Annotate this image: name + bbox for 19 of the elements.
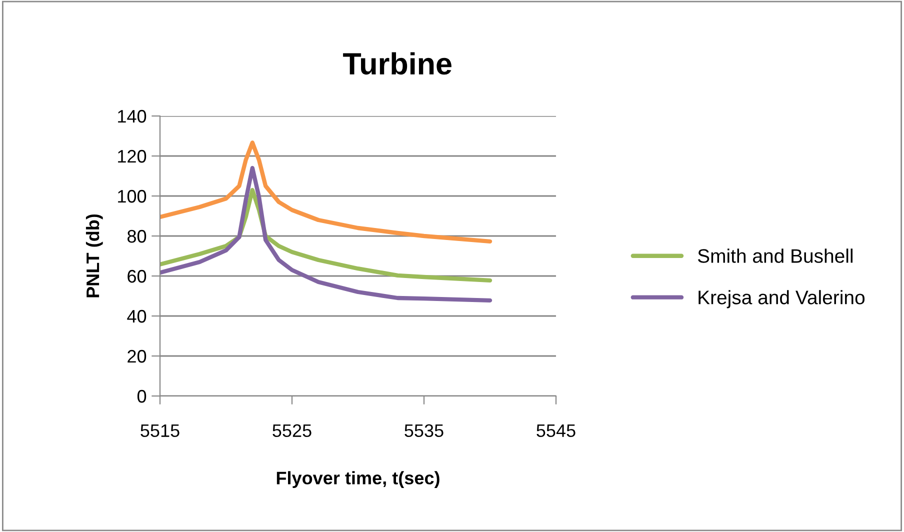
y-tick-label: 120: [118, 150, 146, 163]
y-tick-label: 40: [127, 310, 146, 323]
line-series: [160, 166, 492, 302]
y-tick-label: 60: [128, 270, 146, 283]
legend-label: Smith and Bushell: [698, 248, 852, 263]
y-tick-label: 0: [137, 390, 146, 403]
x-tick-label: 5545: [536, 424, 576, 438]
y-tick-label: 80: [128, 230, 146, 243]
x-axis-title: Flyover time, t(sec): [276, 471, 440, 488]
x-tick-label: 5535: [404, 424, 444, 438]
chart-title: Turbine: [343, 52, 452, 75]
y-tick-label: 20: [128, 350, 146, 363]
x-tick-label: 5515: [140, 424, 180, 438]
y-tick-label: 140: [118, 110, 146, 123]
y-axis-title: PNLT (db): [86, 214, 103, 298]
x-tick-label: 5525: [272, 424, 312, 438]
legend-label: Krejsa and Valerino: [698, 290, 865, 308]
line-series: [160, 140, 492, 244]
y-tick-label: 100: [118, 190, 146, 203]
